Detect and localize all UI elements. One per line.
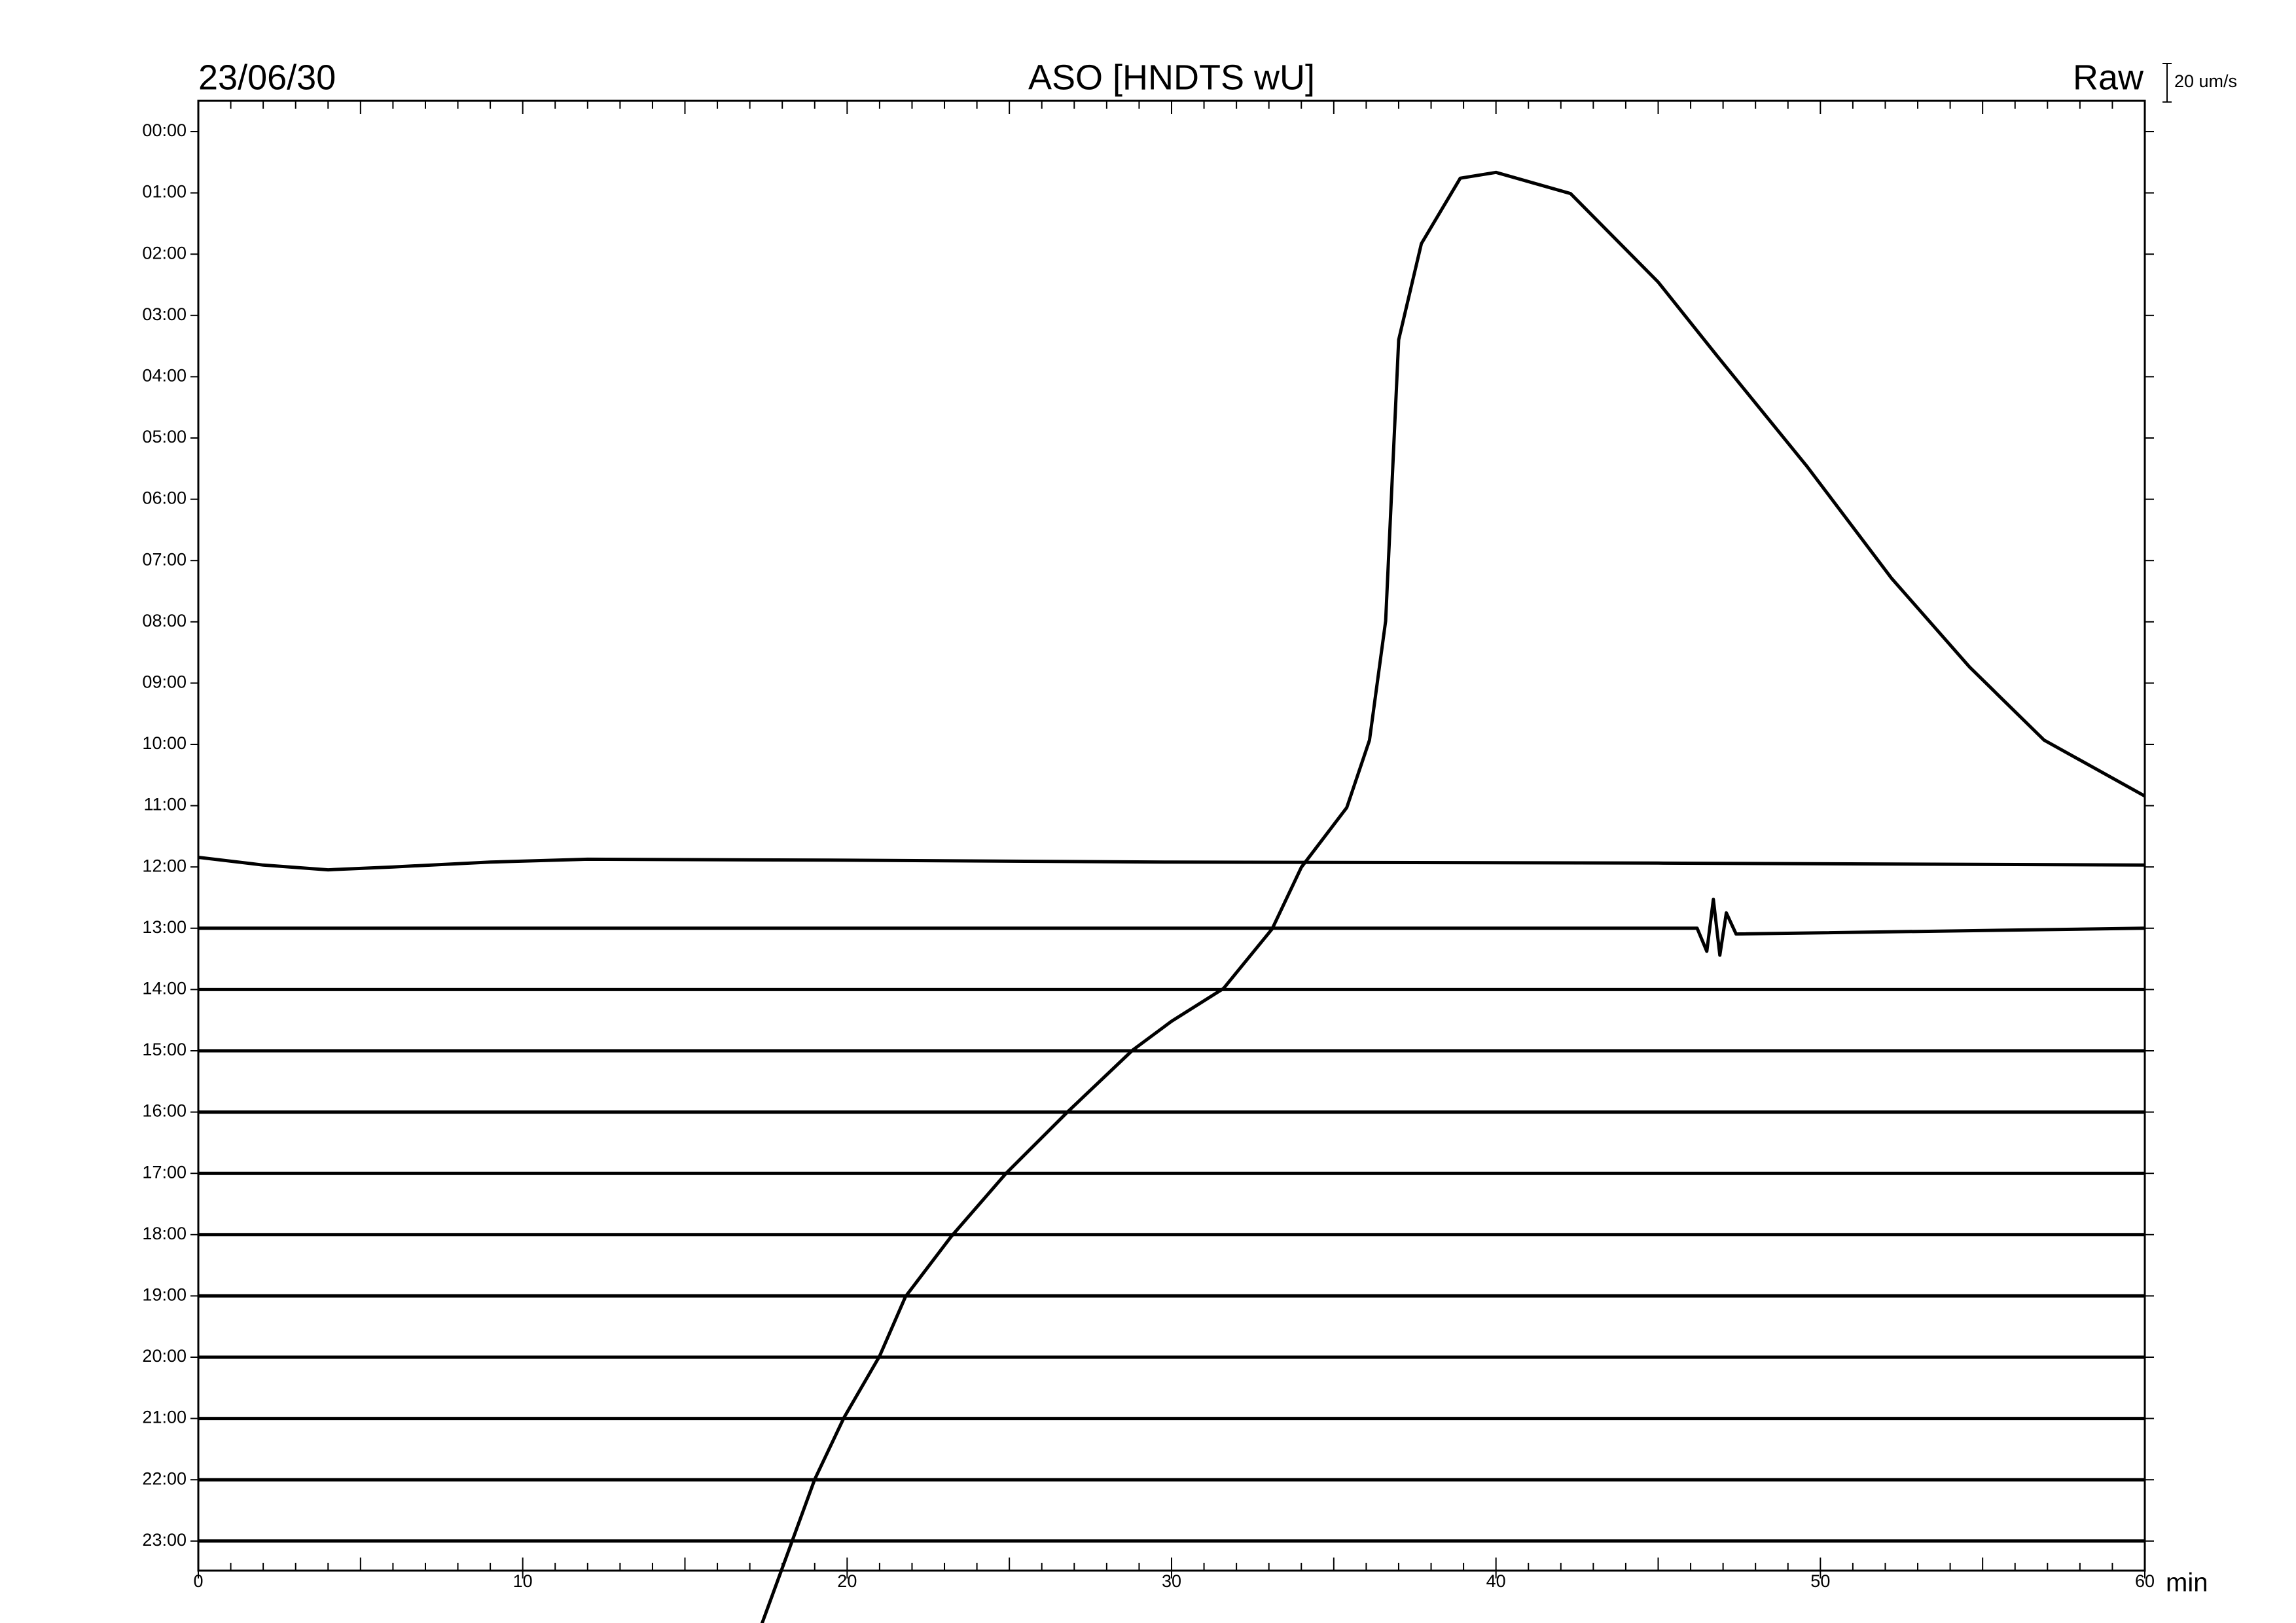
scale-label: 20 um/s bbox=[2174, 71, 2237, 91]
plot-frame bbox=[197, 100, 2146, 1572]
mode-label: Raw bbox=[2073, 58, 2144, 97]
row-label: 13:00 bbox=[142, 917, 187, 937]
row-label: 22:00 bbox=[142, 1468, 187, 1488]
x-tick-label: 60 bbox=[2135, 1571, 2155, 1591]
row-label: 17:00 bbox=[142, 1162, 187, 1182]
x-tick-label: 30 bbox=[1162, 1571, 1181, 1591]
trace bbox=[198, 898, 2145, 957]
row-label: 02:00 bbox=[142, 243, 187, 263]
x-tick-label: 50 bbox=[1810, 1571, 1830, 1591]
row-label: 12:00 bbox=[142, 856, 187, 875]
trace bbox=[760, 170, 2146, 1623]
x-tick-label: 0 bbox=[193, 1571, 203, 1591]
row-label: 03:00 bbox=[142, 304, 187, 324]
row-label: 21:00 bbox=[142, 1408, 187, 1427]
x-tick-label: 20 bbox=[837, 1571, 857, 1591]
row-label: 18:00 bbox=[142, 1224, 187, 1243]
row-label: 15:00 bbox=[142, 1040, 187, 1059]
row-label: 00:00 bbox=[142, 120, 187, 140]
row-label: 20:00 bbox=[142, 1346, 187, 1366]
row-label: 23:00 bbox=[142, 1530, 187, 1550]
row-label: 07:00 bbox=[142, 549, 187, 569]
row-label: 11:00 bbox=[143, 795, 187, 814]
row-label: 09:00 bbox=[142, 672, 187, 692]
row-label: 01:00 bbox=[142, 182, 187, 202]
row-label: 10:00 bbox=[142, 733, 187, 753]
layer: 0 10 20 30 40 50 60 00:00 01:00 02:00 03:00 04:00 05… bbox=[142, 63, 2172, 1623]
x-tick-label: 40 bbox=[1486, 1571, 1506, 1591]
x-tick-label: 10 bbox=[513, 1571, 533, 1591]
x-axis-label: min bbox=[2166, 1569, 2208, 1597]
row-label: 16:00 bbox=[142, 1101, 187, 1121]
chart-title: ASO [HNDTS wU] bbox=[1028, 58, 1315, 97]
row-label: 05:00 bbox=[142, 427, 187, 447]
row-label: 14:00 bbox=[142, 979, 187, 998]
date-label: 23/06/30 bbox=[198, 58, 336, 97]
row-label: 19:00 bbox=[142, 1285, 187, 1305]
row-label: 04:00 bbox=[142, 366, 187, 386]
row-label: 08:00 bbox=[142, 611, 187, 630]
trace bbox=[198, 856, 2145, 872]
row-label: 06:00 bbox=[142, 488, 187, 508]
scale-bar bbox=[2162, 63, 2172, 103]
